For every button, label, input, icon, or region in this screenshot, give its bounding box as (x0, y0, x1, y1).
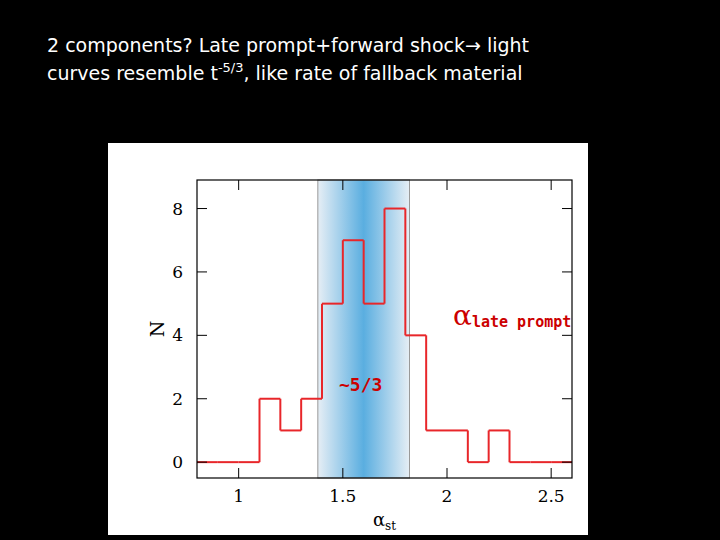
x-tick (447, 180, 448, 190)
slide-background (0, 0, 720, 540)
y-tick-label: 6 (172, 262, 183, 282)
x-tick-label: 1 (233, 486, 244, 506)
x-tick-label: 1.5 (329, 486, 356, 506)
x-tick (447, 468, 448, 478)
y-axis-label: N (146, 321, 168, 338)
x-axis-label: αst (373, 509, 396, 533)
title-segment: , like rate of fallback material (244, 62, 523, 84)
step-connector (300, 399, 302, 431)
y-tick-label: 2 (172, 389, 183, 409)
histogram-bin (197, 461, 218, 463)
histogram-bin (280, 429, 301, 431)
step-connector (363, 240, 365, 303)
y-tick (197, 335, 207, 336)
histogram-bin (468, 461, 489, 463)
plot-frame (197, 180, 572, 478)
histogram-bin (530, 461, 551, 463)
step-connector (404, 209, 406, 336)
histogram-bin (447, 429, 468, 431)
step-connector (279, 399, 281, 431)
histogram-bin (239, 461, 260, 463)
annotation-symbol: α (453, 299, 472, 332)
annotation: ~5/3 (339, 374, 382, 395)
histogram-bin (385, 208, 406, 210)
histogram-bin (322, 303, 343, 305)
step-connector (321, 304, 323, 399)
x-tick-label: 2.5 (538, 486, 565, 506)
annotation-subscript: late prompt (472, 313, 571, 331)
title-segment: curves resemble t (47, 62, 218, 84)
histogram-bin (551, 461, 572, 463)
annotation: αlate prompt (453, 299, 571, 332)
y-tick (562, 398, 572, 399)
histogram-bin (364, 303, 385, 305)
x-tick (342, 468, 343, 478)
step-connector (342, 240, 344, 303)
x-label-symbol: α (373, 509, 385, 530)
x-tick (238, 180, 239, 190)
histogram-bin (405, 334, 426, 336)
y-tick (562, 208, 572, 209)
step-connector (259, 399, 261, 462)
histogram-bin (426, 429, 447, 431)
y-tick (562, 271, 572, 272)
highlight-band (318, 180, 410, 478)
x-label-subscript: st (385, 519, 396, 533)
chart-panel (108, 143, 588, 535)
histogram-bin (343, 239, 364, 241)
y-tick (197, 398, 207, 399)
histogram-bin (260, 398, 281, 400)
title-segment: 2 components? Late prompt+forward shock→… (47, 34, 529, 56)
step-connector (467, 430, 469, 462)
histogram (197, 209, 572, 463)
x-tick (342, 180, 343, 190)
histogram-bin (301, 398, 322, 400)
x-tick (551, 180, 552, 190)
y-tick-label: 8 (172, 199, 183, 219)
x-tick (551, 468, 552, 478)
y-tick (562, 462, 572, 463)
slide-title: 2 components? Late prompt+forward shock→… (47, 34, 529, 56)
step-connector (425, 335, 427, 430)
x-tick (238, 468, 239, 478)
step-connector (488, 430, 490, 462)
y-tick (562, 335, 572, 336)
x-tick-label: 2 (442, 486, 453, 506)
y-tick (197, 208, 207, 209)
histogram-bin (489, 429, 510, 431)
histogram-bin (218, 461, 239, 463)
title-segment: -5/3 (218, 60, 244, 75)
histogram-bin (510, 461, 531, 463)
slide-title: curves resemble t-5/3, like rate of fall… (47, 60, 523, 84)
y-tick-label: 4 (172, 325, 183, 345)
y-tick (197, 462, 207, 463)
y-tick-label: 0 (172, 452, 183, 472)
y-tick (197, 271, 207, 272)
step-connector (384, 209, 386, 304)
step-connector (509, 430, 511, 462)
